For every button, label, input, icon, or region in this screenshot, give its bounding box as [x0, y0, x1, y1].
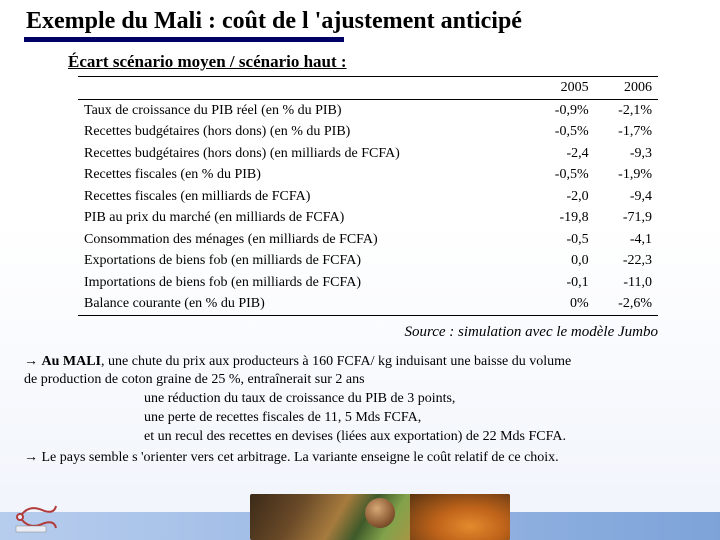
cell: -0,9%	[531, 99, 594, 121]
table-row: Recettes fiscales (en milliards de FCFA)…	[78, 186, 658, 208]
table-row: Exportations de biens fob (en milliards …	[78, 250, 658, 272]
subtitle: Écart scénario moyen / scénario haut :	[68, 52, 698, 72]
footer-photo	[250, 494, 510, 540]
body-line: Le pays semble s 'orienter vers cet arbi…	[38, 450, 559, 465]
row-label: Exportations de biens fob (en milliards …	[78, 250, 531, 272]
cell: -0,5%	[531, 121, 594, 143]
body-strong: Au MALI	[38, 354, 101, 369]
row-label: Consommation des ménages (en milliards d…	[78, 229, 531, 251]
slide-title: Exemple du Mali : coût de l 'ajustement …	[22, 8, 698, 35]
cell: -11,0	[595, 272, 658, 294]
row-label: Taux de croissance du PIB réel (en % du …	[78, 99, 531, 121]
cell: -9,4	[595, 186, 658, 208]
table-row: Balance courante (en % du PIB)0%-2,6%	[78, 293, 658, 315]
row-label: Recettes fiscales (en % du PIB)	[78, 164, 531, 186]
cell: -2,1%	[595, 99, 658, 121]
table-row: Recettes budgétaires (hors dons) (en % d…	[78, 121, 658, 143]
body-line: une réduction du taux de croissance du P…	[24, 390, 688, 409]
cell: -22,3	[595, 250, 658, 272]
source-caption: Source : simulation avec le modèle Jumbo	[22, 324, 658, 341]
arrow-icon: →	[24, 448, 38, 464]
col-header: 2006	[595, 77, 658, 100]
body-line: , une chute du prix aux producteurs à 16…	[101, 354, 571, 369]
data-table: 2005 2006 Taux de croissance du PIB réel…	[78, 76, 658, 316]
cell: -0,1	[531, 272, 594, 294]
row-label: Recettes budgétaires (hors dons) (en % d…	[78, 121, 531, 143]
cell: -1,7%	[595, 121, 658, 143]
cell: -0,5%	[531, 164, 594, 186]
row-label: Recettes budgétaires (hors dons) (en mil…	[78, 143, 531, 165]
col-header	[78, 77, 531, 100]
row-label: PIB au prix du marché (en milliards de F…	[78, 207, 531, 229]
logo-icon	[14, 500, 62, 534]
footer	[0, 490, 720, 540]
data-table-wrap: 2005 2006 Taux de croissance du PIB réel…	[78, 76, 658, 316]
table-row: Recettes fiscales (en % du PIB)-0,5%-1,9…	[78, 164, 658, 186]
col-header: 2005	[531, 77, 594, 100]
table-row: Taux de croissance du PIB réel (en % du …	[78, 99, 658, 121]
cell: -2,0	[531, 186, 594, 208]
arrow-icon: →	[24, 352, 38, 368]
table-row: Importations de biens fob (en milliards …	[78, 272, 658, 294]
table-row: Consommation des ménages (en milliards d…	[78, 229, 658, 251]
body-line: de production de coton graine de 25 %, e…	[24, 372, 365, 387]
table-header-row: 2005 2006	[78, 77, 658, 100]
row-label: Recettes fiscales (en milliards de FCFA)	[78, 186, 531, 208]
row-label: Balance courante (en % du PIB)	[78, 293, 531, 315]
table-body: Taux de croissance du PIB réel (en % du …	[78, 99, 658, 315]
slide: Exemple du Mali : coût de l 'ajustement …	[0, 0, 720, 540]
cell: 0,0	[531, 250, 594, 272]
cell: -2,6%	[595, 293, 658, 315]
cell: -4,1	[595, 229, 658, 251]
cell: 0%	[531, 293, 594, 315]
row-label: Importations de biens fob (en milliards …	[78, 272, 531, 294]
table-row: Recettes budgétaires (hors dons) (en mil…	[78, 143, 658, 165]
cell: -1,9%	[595, 164, 658, 186]
body-line: et un recul des recettes en devises (lié…	[24, 428, 688, 447]
cell: -19,8	[531, 207, 594, 229]
title-underline	[24, 37, 344, 42]
body-text: → Au MALI, une chute du prix aux product…	[24, 351, 688, 468]
body-line: une perte de recettes fiscales de 11, 5 …	[24, 409, 688, 428]
cell: -71,9	[595, 207, 658, 229]
table-row: PIB au prix du marché (en milliards de F…	[78, 207, 658, 229]
cell: -2,4	[531, 143, 594, 165]
cell: -0,5	[531, 229, 594, 251]
cell: -9,3	[595, 143, 658, 165]
